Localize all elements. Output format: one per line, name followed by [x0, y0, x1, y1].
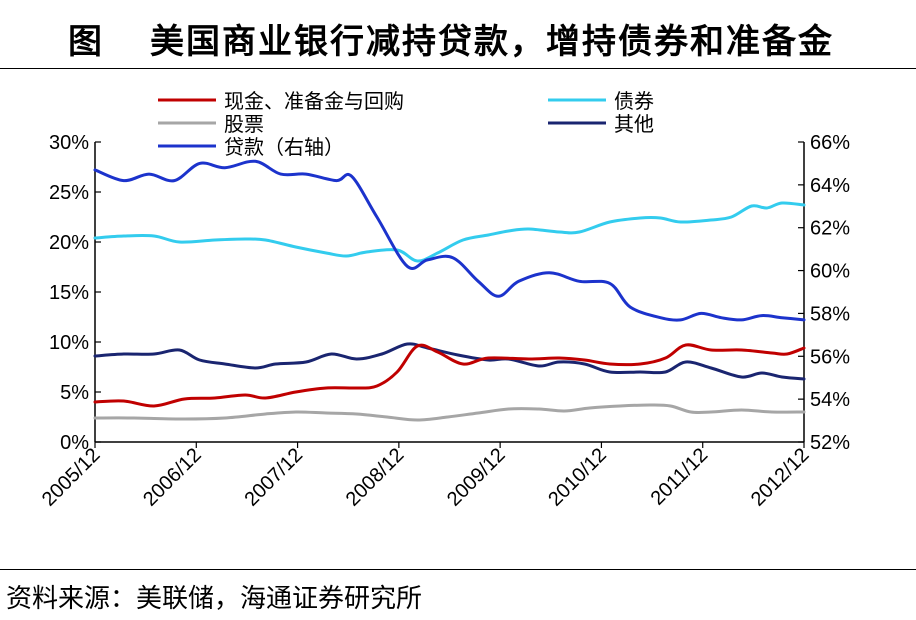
legend-label-0: 现金、准备金与回购	[224, 89, 404, 113]
left-tick-label: 25%	[49, 182, 89, 204]
left-tick-label: 30%	[49, 132, 89, 154]
left-tick-label: 0%	[60, 432, 89, 454]
right-tick-label: 52%	[810, 432, 850, 454]
series-line-1	[93, 201, 806, 263]
x-tick-label: 2007/12	[240, 444, 307, 511]
series-line-2	[93, 403, 806, 422]
x-tick-label: 2012/12	[747, 444, 814, 511]
x-tick-label: 2006/12	[139, 444, 206, 511]
source-note: 资料来源：美联储，海通证券研究所	[6, 584, 423, 614]
right-tick-label: 54%	[810, 389, 850, 411]
series-line-4	[93, 159, 806, 322]
chart-axes: 0% 5% 10% 15% 20% 25% 30% 52% 54% 56% 58% 60% 62% 64%…	[38, 132, 850, 511]
chart-series	[93, 159, 806, 422]
figure-title-bar: 图 美国商业银行减持贷款，增持债券和准备金	[0, 0, 916, 66]
right-tick-label: 58%	[810, 303, 850, 325]
legend-label-4: 贷款（右轴）	[224, 135, 344, 159]
right-tick-label: 56%	[810, 346, 850, 368]
right-tick-label: 66%	[810, 132, 850, 154]
left-tick-label: 5%	[60, 382, 89, 404]
legend-label-2: 股票	[224, 112, 264, 136]
figure-title: 美国商业银行减持贷款，增持债券和准备金	[150, 22, 834, 62]
title-rule	[0, 68, 916, 69]
x-tick-label: 2011/12	[647, 444, 713, 510]
series-line-3	[93, 342, 806, 381]
series-line-0	[93, 343, 806, 408]
left-tick-label: 15%	[49, 282, 89, 304]
right-tick-label: 60%	[810, 261, 850, 283]
legend-label-1: 债券	[614, 89, 654, 113]
right-tick-label: 62%	[810, 218, 850, 240]
x-tick-label: 2010/12	[544, 444, 611, 511]
source-rule	[0, 569, 916, 570]
left-tick-label: 20%	[49, 232, 89, 254]
figure-label: 图	[68, 22, 102, 62]
x-tick-label: 2008/12	[342, 444, 409, 511]
legend-label-3: 其他	[614, 112, 654, 136]
left-tick-label: 10%	[49, 332, 89, 354]
right-tick-label: 64%	[810, 175, 850, 197]
x-tick-label: 2009/12	[443, 444, 510, 511]
